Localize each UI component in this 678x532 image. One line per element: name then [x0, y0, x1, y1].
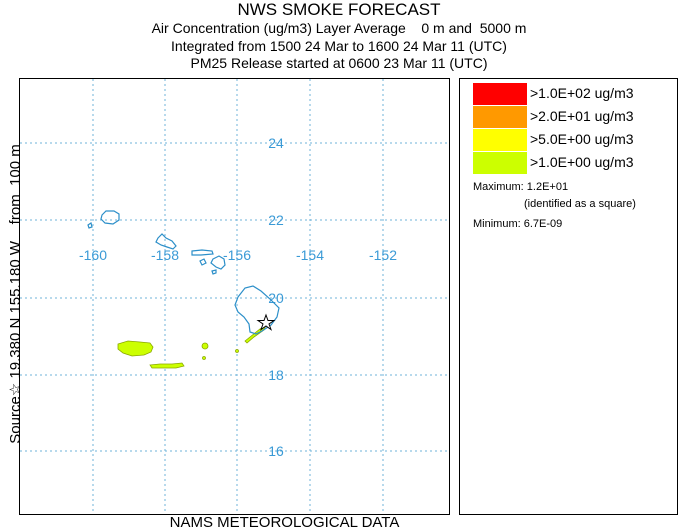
- lat-label: 16: [268, 443, 284, 459]
- legend-swatch: [473, 83, 527, 105]
- lat-label: 18: [268, 367, 284, 383]
- kahoolawe-coast: [211, 269, 217, 275]
- forecast-title: NWS SMOKE FORECAST: [237, 0, 441, 19]
- map-canvas: -160 -158 -156 -154 -152 24 22 20 18 16: [20, 79, 449, 514]
- legend-item: >2.0E+01 ug/m3: [473, 106, 673, 128]
- smoke-concentration-areas: [117, 323, 267, 369]
- legend-label: >1.0E+02 ug/m3: [530, 85, 634, 101]
- smoke-patch: [235, 349, 239, 353]
- lanai-coast: [199, 258, 207, 266]
- smoke-patch: [202, 356, 206, 360]
- lon-label: -158: [151, 247, 179, 263]
- map-panel: -160 -158 -156 -154 -152 24 22 20 18 16: [19, 78, 450, 515]
- smoke-patch: [201, 342, 209, 350]
- legend-label: >5.0E+00 ug/m3: [530, 131, 634, 147]
- smoke-plume-west: [117, 340, 154, 357]
- graticule: [20, 79, 449, 514]
- molokai-coast: [191, 249, 214, 256]
- niihau-coast: [87, 222, 93, 229]
- lon-label: -156: [223, 247, 251, 263]
- big-island-coast: [234, 285, 280, 335]
- legend-panel: >1.0E+02 ug/m3 >2.0E+01 ug/m3 >5.0E+00 u…: [459, 78, 678, 515]
- integration-period-line: Integrated from 1500 24 Mar to 1600 24 M…: [171, 38, 507, 54]
- legend-label: >2.0E+01 ug/m3: [530, 108, 634, 124]
- release-start-line: PM25 Release started at 0600 23 Mar 11 (…: [190, 55, 488, 71]
- lat-label: 20: [268, 290, 284, 306]
- kauai-coast: [100, 210, 120, 225]
- hawaiian-islands-coastline: [87, 210, 280, 335]
- concentration-layer-line: Air Concentration (ug/m3) Layer Average …: [151, 20, 527, 36]
- lon-label: -154: [296, 247, 324, 263]
- legend-label: >1.0E+00 ug/m3: [530, 154, 634, 170]
- legend-swatch: [473, 106, 527, 128]
- maximum-value: Maximum: 1.2E+01: [473, 181, 569, 193]
- maui-coast: [210, 255, 226, 270]
- lat-label: 22: [268, 212, 284, 228]
- lat-label: 24: [268, 135, 284, 151]
- minimum-value: Minimum: 6.7E-09: [473, 218, 563, 230]
- legend-swatch: [473, 152, 527, 174]
- legend-swatch: [473, 129, 527, 151]
- star-icon: [256, 313, 276, 331]
- legend-item: >1.0E+02 ug/m3: [473, 83, 673, 105]
- legend-item: >1.0E+00 ug/m3: [473, 152, 673, 174]
- oahu-coast: [155, 233, 177, 250]
- legend-item: >5.0E+00 ug/m3: [473, 129, 673, 151]
- smoke-plume-south: [149, 362, 185, 369]
- lon-label: -152: [369, 247, 397, 263]
- lon-label: -160: [79, 247, 107, 263]
- maximum-note: (identified as a square): [524, 198, 636, 210]
- data-source-footer: NAMS METEOROLOGICAL DATA: [169, 514, 400, 531]
